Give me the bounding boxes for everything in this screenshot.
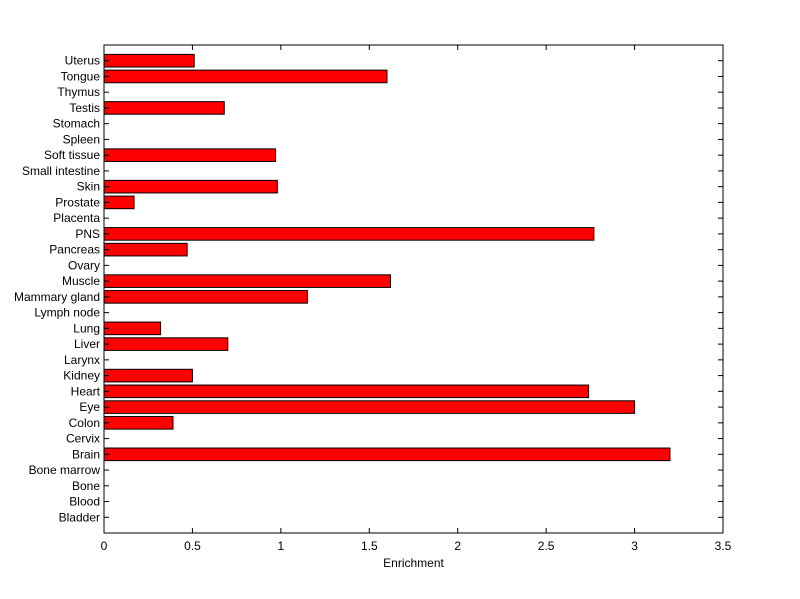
y-tick-label: Placenta — [53, 211, 100, 225]
bar — [103, 290, 308, 304]
x-tick-label: 0 — [101, 539, 108, 553]
y-tick-label: Larynx — [64, 353, 100, 367]
y-tick-label: Heart — [71, 384, 101, 398]
bar — [103, 384, 590, 399]
bar — [103, 69, 388, 84]
y-tick-label: Testis — [69, 101, 100, 115]
x-ticks: 0 0.5 1 1.5 2 2.5 3 3.5 — [101, 45, 732, 553]
y-tick-label: Small intestine — [22, 164, 100, 178]
y-tick-label: Spleen — [63, 132, 100, 146]
bar — [103, 53, 195, 68]
bar — [103, 400, 636, 414]
y-tick-label: Bladder — [59, 510, 100, 524]
y-tick-label: Tongue — [61, 69, 101, 83]
x-tick-label: 2.5 — [538, 539, 555, 553]
y-tick-label: Bone marrow — [29, 463, 101, 477]
bar — [103, 337, 229, 351]
bar — [103, 416, 174, 430]
x-tick-label: 0.5 — [184, 539, 201, 553]
y-tick-label: Kidney — [63, 369, 100, 383]
x-axis-label: Enrichment — [383, 556, 444, 570]
y-tick-label: Mammary gland — [14, 290, 100, 304]
x-tick-label: 1.5 — [361, 539, 378, 553]
y-tick-label: Soft tissue — [44, 148, 100, 162]
x-tick-label: 1 — [278, 539, 285, 553]
bar — [103, 101, 225, 115]
bar — [103, 148, 277, 162]
x-tick-label: 2 — [454, 539, 461, 553]
y-tick-label: Pancreas — [49, 243, 100, 257]
y-tick-label: Blood — [69, 495, 100, 509]
bar — [103, 321, 162, 336]
bar — [103, 227, 595, 241]
bar — [103, 274, 392, 288]
y-tick-label: PNS — [75, 227, 100, 241]
x-tick-label: 3 — [631, 539, 638, 553]
y-tick-label: Eye — [79, 400, 100, 414]
y-tick-label: Lung — [73, 321, 100, 335]
y-tick-label: Liver — [74, 337, 100, 351]
y-tick-label: Uterus — [65, 54, 100, 68]
y-tick-label: Bone — [72, 479, 100, 493]
x-tick-label: 3.5 — [715, 539, 732, 553]
y-tick-label: Lymph node — [34, 306, 100, 320]
y-tick-label: Muscle — [62, 274, 100, 288]
y-tick-label: Cervix — [66, 432, 100, 446]
y-tick-label: Skin — [77, 180, 100, 194]
bar — [103, 242, 188, 257]
y-tick-label: Prostate — [55, 195, 100, 209]
y-tick-label: Colon — [69, 416, 100, 430]
bar — [103, 179, 278, 194]
y-tick-label: Brain — [72, 447, 100, 461]
y-tick-label: Stomach — [53, 117, 100, 131]
bar — [103, 447, 671, 462]
y-tick-label: Thymus — [57, 85, 100, 99]
bar — [103, 368, 193, 383]
y-tick-label: Ovary — [68, 258, 100, 272]
plot-frame — [103, 44, 724, 534]
